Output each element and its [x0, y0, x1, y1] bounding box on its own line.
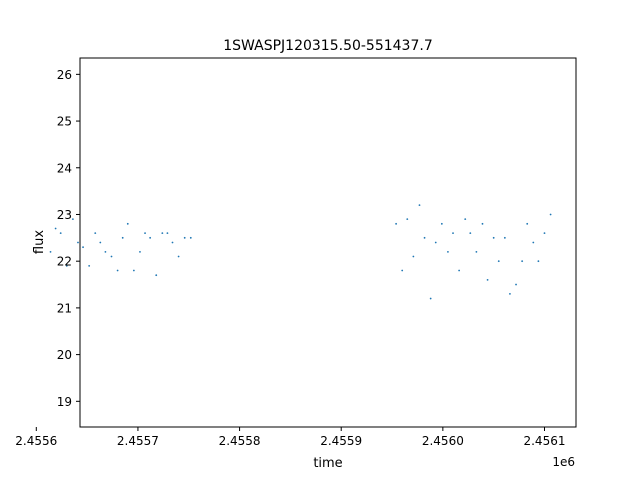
- data-point: [71, 218, 74, 221]
- x-tick-label: 2.4556: [15, 434, 57, 448]
- y-tick-label: 19: [57, 395, 72, 409]
- data-point: [537, 260, 540, 263]
- y-tick-label: 20: [57, 348, 72, 362]
- data-point: [543, 232, 546, 235]
- data-point: [475, 250, 478, 253]
- data-point: [395, 222, 397, 225]
- data-point: [549, 213, 552, 216]
- data-point: [503, 236, 506, 239]
- data-point: [521, 260, 524, 263]
- data-point: [94, 232, 97, 235]
- data-point: [458, 269, 461, 272]
- data-point: [177, 255, 180, 258]
- data-point: [161, 232, 164, 235]
- data-point: [88, 264, 91, 267]
- data-point: [509, 292, 511, 295]
- x-axis-offset-label: 1e6: [552, 455, 575, 469]
- x-axis-label: time: [313, 456, 342, 471]
- data-point: [110, 255, 113, 258]
- data-point: [132, 269, 135, 272]
- data-point: [126, 222, 129, 225]
- chart-title: 1SWASPJ120315.50-551437.7: [223, 38, 432, 54]
- data-point: [497, 260, 500, 263]
- data-point: [149, 236, 152, 239]
- x-tick-label: 2.4557: [117, 434, 159, 448]
- y-axis-ticks: 19 20 21 22 23 24 25 26: [57, 68, 80, 409]
- data-point: [171, 241, 174, 244]
- data-point: [486, 278, 489, 281]
- data-point: [532, 241, 535, 244]
- data-points: [49, 204, 552, 300]
- data-point: [54, 227, 57, 230]
- x-tick-label: 2.4559: [320, 434, 362, 448]
- data-point: [82, 246, 84, 249]
- y-tick-label: 21: [57, 301, 72, 315]
- data-point: [447, 250, 449, 253]
- data-point: [49, 250, 52, 253]
- data-point: [401, 269, 404, 272]
- data-point: [418, 204, 421, 207]
- x-tick-label: 2.4561: [523, 434, 565, 448]
- data-point: [412, 255, 415, 258]
- y-tick-label: 22: [57, 255, 72, 269]
- plot-frame: [79, 57, 577, 428]
- data-point: [429, 297, 432, 300]
- x-tick-label: 2.4558: [219, 434, 261, 448]
- data-point: [104, 250, 107, 253]
- x-tick-label: 2.4560: [422, 434, 464, 448]
- data-point: [440, 222, 443, 225]
- data-point: [481, 222, 484, 225]
- data-point: [406, 218, 409, 221]
- data-point: [464, 218, 467, 221]
- data-point: [423, 236, 426, 239]
- data-point: [469, 232, 472, 235]
- data-point: [189, 236, 192, 239]
- y-tick-label: 24: [57, 161, 72, 175]
- data-point: [116, 269, 119, 272]
- data-point: [434, 241, 437, 244]
- data-point: [526, 222, 529, 225]
- data-point: [59, 232, 62, 235]
- data-point: [492, 236, 495, 239]
- data-point: [144, 232, 146, 235]
- data-point: [155, 274, 158, 277]
- x-axis-ticks: 2.4556 2.4557 2.4558 2.4559 2.4560 2.4561: [15, 427, 565, 448]
- data-point: [166, 232, 169, 235]
- y-tick-label: 26: [57, 68, 72, 82]
- plot-area: [80, 58, 576, 427]
- data-point: [99, 241, 102, 244]
- y-tick-label: 23: [57, 208, 72, 222]
- data-point: [139, 250, 141, 253]
- y-axis-label: flux: [32, 230, 47, 254]
- data-point: [452, 232, 454, 235]
- data-point: [121, 236, 124, 239]
- data-point: [77, 241, 79, 244]
- data-point: [183, 236, 186, 239]
- data-point: [65, 264, 68, 267]
- data-point: [515, 283, 517, 286]
- y-tick-label: 25: [57, 115, 72, 129]
